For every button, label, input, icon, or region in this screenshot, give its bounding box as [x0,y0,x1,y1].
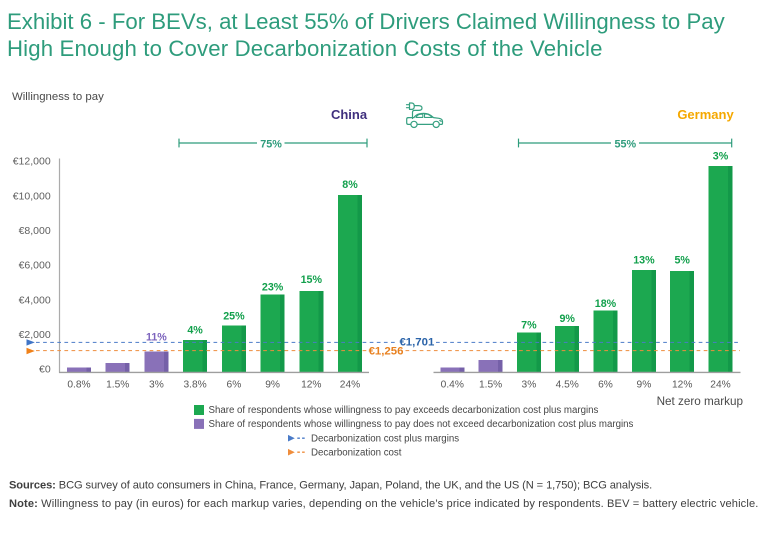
svg-text:High Enough to Cover Decarboni: High Enough to Cover Decarbonization Cos… [7,36,603,61]
svg-text:75%: 75% [260,138,282,150]
svg-text:Net zero markup: Net zero markup [657,395,744,408]
svg-text:0.8%: 0.8% [67,379,90,390]
svg-text:€4,000: €4,000 [19,294,51,306]
svg-text:Share of respondents whose wil: Share of respondents whose willingness t… [209,405,599,416]
svg-text:11%: 11% [146,332,167,344]
svg-text:Germany: Germany [677,107,734,122]
svg-text:€8,000: €8,000 [19,225,51,237]
svg-text:3%: 3% [149,379,164,390]
svg-text:23%: 23% [262,281,284,293]
svg-text:€12,000: €12,000 [13,156,51,168]
svg-text:6%: 6% [598,379,613,390]
svg-text:55%: 55% [614,138,636,150]
svg-text:9%: 9% [637,379,652,390]
svg-text:1.5%: 1.5% [106,379,129,390]
svg-text:Share of respondents whose wil: Share of respondents whose willingness t… [209,419,634,430]
svg-text:4%: 4% [187,325,203,337]
svg-text:€10,000: €10,000 [13,190,51,202]
svg-text:24%: 24% [710,379,730,390]
svg-text:3.8%: 3.8% [183,379,206,390]
svg-text:€2,000: €2,000 [19,329,51,341]
svg-text:13%: 13% [633,255,655,267]
svg-text:Decarbonization cost: Decarbonization cost [311,448,402,459]
svg-text:5%: 5% [674,255,690,267]
svg-text:18%: 18% [595,298,617,310]
svg-text:12%: 12% [301,379,321,390]
svg-text:3%: 3% [713,151,729,163]
svg-text:3%: 3% [522,379,537,390]
svg-text:9%: 9% [559,313,575,325]
svg-text:Note: Willingness to pay (in e: Note: Willingness to pay (in euros) for … [9,498,758,510]
svg-text:€1,256: €1,256 [369,345,404,357]
svg-text:Willingness to pay: Willingness to pay [12,91,104,103]
svg-text:4.5%: 4.5% [556,379,579,390]
svg-text:€1,701: €1,701 [399,337,435,349]
svg-text:Decarbonization cost plus marg: Decarbonization cost plus margins [311,434,459,445]
svg-text:9%: 9% [265,379,280,390]
svg-text:0.4%: 0.4% [441,379,464,390]
svg-text:€0: €0 [39,364,51,376]
svg-text:China: China [331,107,368,122]
svg-text:12%: 12% [672,379,692,390]
svg-text:1.5%: 1.5% [479,379,502,390]
svg-text:7%: 7% [521,319,537,331]
svg-text:15%: 15% [301,274,323,286]
svg-text:6%: 6% [227,379,242,390]
svg-text:Sources: BCG survey of auto co: Sources: BCG survey of auto consumers in… [9,480,652,492]
svg-text:€6,000: €6,000 [19,260,51,272]
svg-text:24%: 24% [340,379,360,390]
svg-text:8%: 8% [342,179,358,191]
svg-text:Exhibit 6 - For BEVs, at Least: Exhibit 6 - For BEVs, at Least 55% of Dr… [7,9,726,34]
svg-text:25%: 25% [223,311,245,323]
